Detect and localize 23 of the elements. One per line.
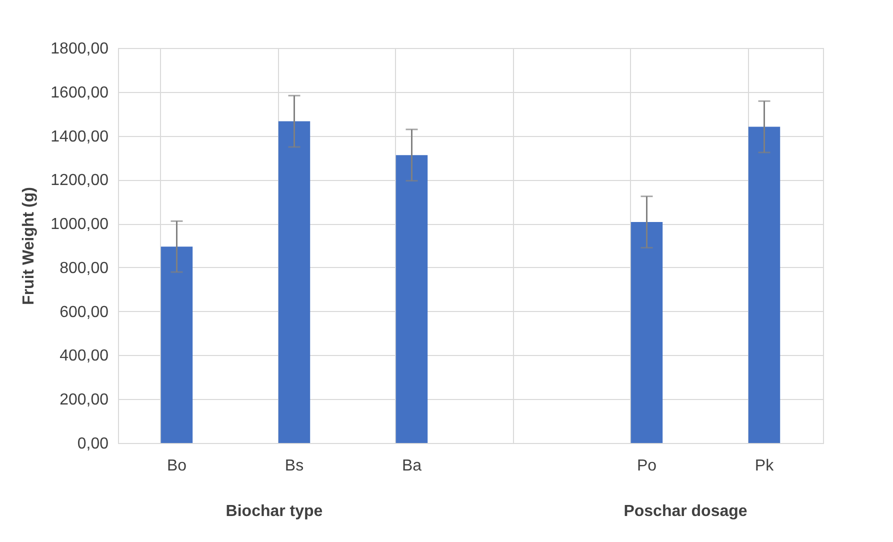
y-tick-label: 400,00 — [60, 348, 109, 365]
y-tick-label: 800,00 — [60, 260, 109, 277]
x-tick-label: Ba — [402, 458, 422, 474]
text: Poschar dosage — [624, 503, 748, 521]
y-axis-title: Fruit Weight (g) — [20, 187, 38, 305]
x-tick-label: Bo — [166, 458, 187, 474]
y-tick-label: 1000,00 — [50, 216, 109, 234]
bar — [278, 121, 310, 443]
x-tick-label: Bs — [284, 458, 304, 474]
y-tick-label: 1800,00 — [50, 40, 109, 58]
bar — [630, 222, 663, 443]
bar — [396, 155, 428, 443]
x-tick-label: Pk — [754, 458, 775, 474]
bar — [160, 246, 193, 443]
bar — [748, 126, 780, 443]
text: Biochar type — [226, 503, 323, 521]
y-tick-label: 200,00 — [60, 392, 109, 409]
y-tick-label: 1200,00 — [50, 172, 109, 190]
y-tick-label: 0,00 — [77, 436, 109, 452]
y-tick-label: 1600,00 — [50, 84, 109, 102]
y-tick-label: 600,00 — [60, 304, 109, 321]
x-tick-label: Po — [636, 458, 657, 474]
y-tick-label: 1400,00 — [50, 128, 109, 146]
